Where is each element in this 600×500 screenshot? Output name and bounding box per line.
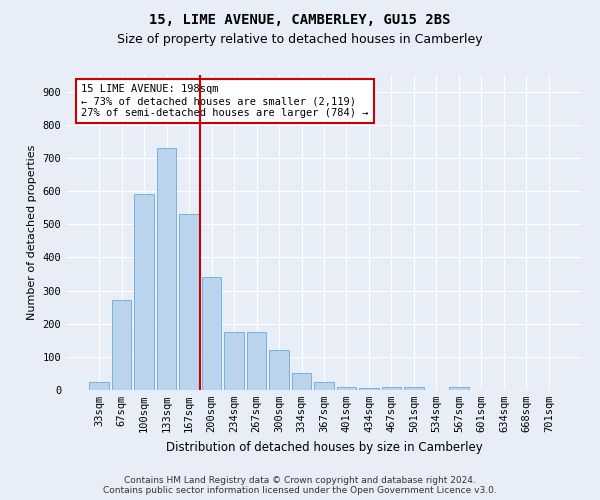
Bar <box>449 386 469 390</box>
Bar <box>202 278 221 390</box>
Bar <box>179 214 199 390</box>
Bar <box>314 382 334 390</box>
Bar <box>404 386 424 390</box>
Bar <box>224 332 244 390</box>
X-axis label: Distribution of detached houses by size in Camberley: Distribution of detached houses by size … <box>166 440 482 454</box>
Bar <box>292 374 311 390</box>
Bar <box>337 386 356 390</box>
Y-axis label: Number of detached properties: Number of detached properties <box>27 145 37 320</box>
Bar <box>382 386 401 390</box>
Bar <box>269 350 289 390</box>
Bar <box>157 148 176 390</box>
Bar <box>112 300 131 390</box>
Text: Size of property relative to detached houses in Camberley: Size of property relative to detached ho… <box>117 32 483 46</box>
Bar <box>134 194 154 390</box>
Text: 15, LIME AVENUE, CAMBERLEY, GU15 2BS: 15, LIME AVENUE, CAMBERLEY, GU15 2BS <box>149 12 451 26</box>
Bar <box>89 382 109 390</box>
Text: 15 LIME AVENUE: 198sqm
← 73% of detached houses are smaller (2,119)
27% of semi-: 15 LIME AVENUE: 198sqm ← 73% of detached… <box>82 84 369 117</box>
Bar <box>359 388 379 390</box>
Bar <box>247 332 266 390</box>
Text: Contains HM Land Registry data © Crown copyright and database right 2024.
Contai: Contains HM Land Registry data © Crown c… <box>103 476 497 495</box>
